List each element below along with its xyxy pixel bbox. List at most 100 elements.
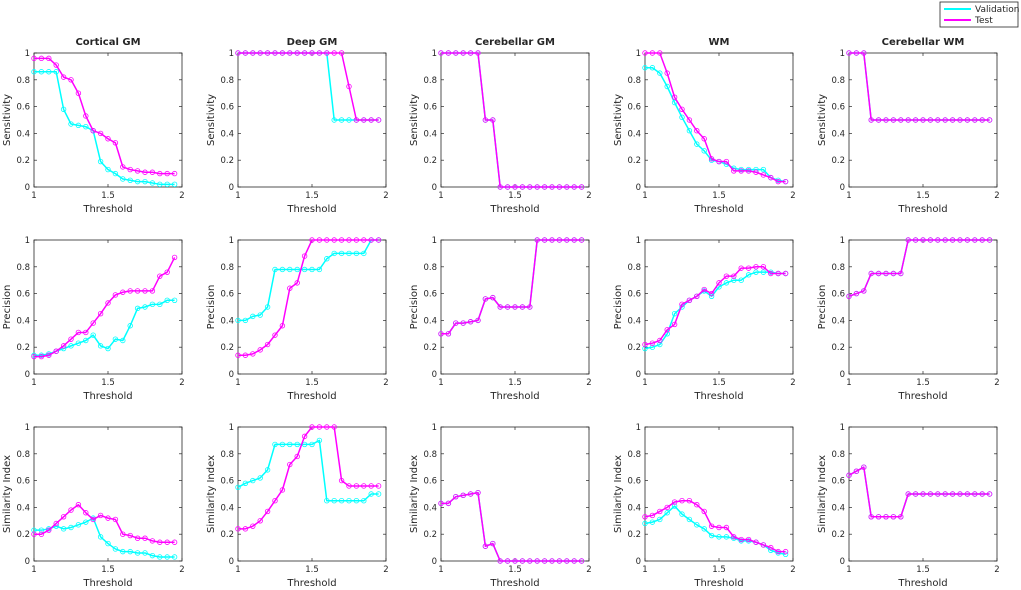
data-point-validation [242, 317, 249, 324]
data-point-test [482, 117, 489, 123]
data-point-validation [346, 250, 352, 257]
x-axis-label: Threshold [897, 391, 947, 402]
axes-frame [33, 426, 183, 562]
y-tick-label: 0.2 [220, 530, 234, 540]
subplot-title: Cerebellar WM [882, 37, 965, 48]
data-point-test [883, 514, 889, 520]
x-tick-label: 2 [586, 378, 591, 388]
data-point-test [927, 237, 934, 243]
series-line-test [238, 239, 379, 356]
subplot-3-3: 1 1.5 2 0 0.2 0.4 0.6 0.8 1 Threshold Similarity I… [409, 423, 592, 589]
data-point-validation [353, 250, 360, 257]
y-tick-label: 1 [432, 49, 437, 59]
data-point-test [316, 237, 323, 243]
y-tick-label: 0.2 [627, 530, 641, 540]
y-tick-label: 0.4 [627, 129, 641, 139]
data-point-validation [257, 312, 263, 318]
data-point-test [353, 117, 360, 123]
subplot-title: Deep GM [287, 37, 338, 48]
data-point-test [294, 453, 300, 460]
data-point-test [679, 301, 685, 308]
data-point-test [361, 483, 367, 489]
data-point-test [257, 347, 263, 353]
data-point-test [642, 341, 648, 348]
data-point-test [846, 50, 852, 56]
data-point-validation [142, 178, 148, 185]
y-tick-label: 0.2 [423, 156, 437, 166]
data-point-test [316, 50, 323, 56]
legend-label-validation: Validation [975, 5, 1019, 15]
data-point-test [986, 491, 993, 497]
series-line-validation [644, 271, 786, 350]
data-point-test [912, 491, 919, 497]
y-axis-label: Similarity Index [817, 455, 828, 533]
data-point-test [782, 548, 789, 555]
x-tick-label: 1 [438, 378, 443, 388]
subplot-3-1: 1 1.5 2 0 0.2 0.4 0.6 0.8 1 Threshold Similarity I… [2, 423, 185, 589]
axes-frame [644, 52, 794, 188]
y-tick-label: 0.2 [831, 343, 845, 353]
data-point-validation [731, 277, 737, 283]
data-point-test [75, 329, 82, 336]
data-point-validation [250, 477, 256, 484]
y-tick-label: 0.4 [831, 316, 845, 326]
data-point-test [671, 499, 678, 505]
data-point-test [979, 491, 985, 497]
data-point-test [571, 184, 577, 190]
data-point-test [898, 270, 904, 277]
data-point-test [164, 170, 170, 177]
data-point-test [519, 558, 526, 564]
data-point-test [68, 77, 74, 83]
data-point-test [445, 500, 452, 507]
data-point-test [649, 340, 656, 346]
data-point-test [272, 50, 278, 56]
data-point-test [534, 558, 540, 564]
y-tick-label: 0 [229, 370, 234, 380]
y-tick-label: 0.2 [627, 343, 641, 353]
data-point-test [657, 508, 663, 515]
data-point-test [149, 169, 156, 175]
series-line-validation [34, 517, 175, 558]
series-line-test [441, 239, 582, 335]
data-point-test [120, 531, 126, 537]
data-point-test [738, 536, 744, 543]
data-point-test [701, 286, 707, 293]
y-tick-label: 0.6 [423, 477, 437, 487]
y-tick-label: 0 [432, 370, 437, 380]
series-line-test [644, 266, 786, 346]
data-point-validation [97, 158, 104, 165]
subplot-2-1: 1 1.5 2 0 0.2 0.4 0.6 0.8 1 Threshold Precision [2, 236, 185, 402]
x-tick-label: 2 [383, 378, 388, 388]
data-point-test [497, 184, 503, 190]
x-tick-label: 1.5 [101, 191, 115, 201]
data-point-test [853, 50, 860, 56]
x-tick-label: 1 [438, 565, 443, 575]
data-point-test [578, 237, 585, 243]
y-tick-label: 0.8 [831, 450, 845, 460]
data-point-test [445, 50, 452, 56]
x-tick-label: 1 [235, 191, 240, 201]
x-axis-label: Threshold [82, 578, 132, 589]
data-point-validation [316, 437, 323, 444]
y-tick-label: 0.2 [831, 156, 845, 166]
data-point-test [556, 237, 563, 243]
data-point-test [957, 491, 963, 497]
x-tick-label: 2 [383, 191, 388, 201]
x-tick-label: 2 [179, 191, 184, 201]
x-tick-label: 1.5 [508, 191, 522, 201]
data-point-test [664, 504, 670, 511]
y-tick-label: 1 [25, 423, 30, 433]
series-line-test [644, 499, 786, 553]
x-tick-label: 1.5 [916, 565, 930, 575]
y-tick-label: 0.4 [627, 316, 641, 326]
data-point-validation [83, 519, 89, 525]
y-axis-label: Sensitivity [409, 94, 420, 146]
data-point-test [287, 461, 293, 468]
data-point-test [31, 55, 37, 62]
data-point-test [768, 270, 774, 277]
x-tick-label: 1 [31, 378, 36, 388]
data-point-test [324, 424, 330, 430]
data-point-test [294, 280, 300, 286]
y-tick-label: 0.6 [831, 103, 845, 113]
data-point-validation [149, 180, 156, 186]
